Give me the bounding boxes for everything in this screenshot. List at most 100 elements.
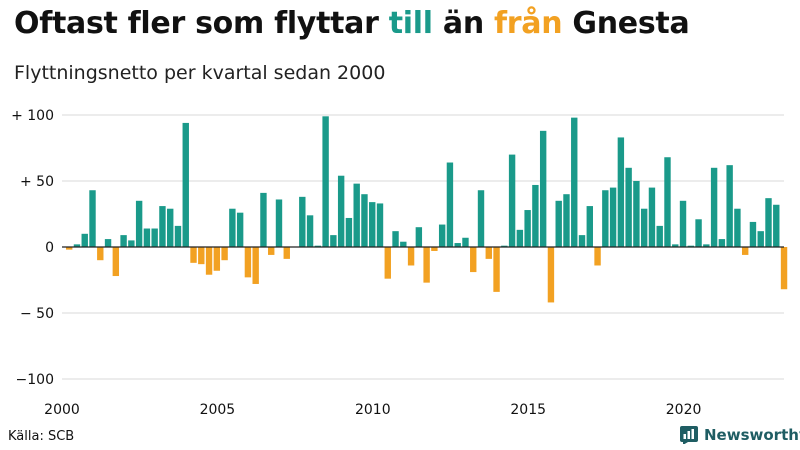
bar — [415, 227, 423, 247]
bar — [330, 235, 337, 247]
bar — [656, 225, 663, 247]
bar — [718, 239, 726, 247]
bar — [749, 221, 757, 247]
title-part-1: Oftast fler som flyttar — [14, 6, 389, 41]
source-note: Källa: SCB — [8, 429, 75, 444]
y-tick-label: + 50 — [20, 174, 54, 190]
bar — [345, 217, 353, 247]
bar — [97, 247, 104, 261]
bar — [741, 247, 749, 255]
x-tick-label: 2015 — [510, 402, 546, 418]
bar — [314, 245, 322, 247]
bar — [563, 194, 570, 247]
bar — [322, 116, 329, 247]
bar — [524, 210, 531, 247]
bar — [679, 200, 687, 247]
bar — [508, 154, 516, 247]
bar — [757, 231, 764, 247]
bar — [609, 187, 617, 247]
bar — [578, 235, 586, 247]
bar — [773, 204, 780, 247]
bar — [73, 244, 81, 247]
bar — [516, 229, 524, 247]
bar — [438, 224, 446, 247]
x-axis-ticks: 2000 2005 2010 2015 2020 — [44, 402, 701, 418]
y-tick-label: 0 — [45, 240, 54, 256]
y-tick-label: − 50 — [20, 306, 54, 322]
brand-logo[interactable]: Newsworthy — [680, 426, 800, 444]
bar — [640, 208, 648, 247]
bar — [369, 202, 376, 247]
bar — [135, 200, 143, 247]
x-tick-label: 2005 — [200, 402, 236, 418]
bar — [174, 225, 182, 247]
bar — [625, 167, 632, 247]
bar — [407, 247, 415, 266]
bar — [703, 244, 710, 247]
bar — [229, 208, 236, 247]
bar — [306, 215, 314, 247]
bar — [462, 237, 469, 247]
bar — [726, 165, 733, 247]
bar — [89, 190, 96, 247]
bar — [470, 247, 477, 273]
bar-chart: + 100 + 50 0 − 50 −100 2000 2005 2010 2015 2020 — [11, 108, 788, 418]
bar — [547, 247, 555, 303]
bar — [710, 167, 718, 247]
bar — [268, 247, 275, 255]
bar — [205, 247, 213, 275]
bar — [765, 198, 772, 247]
bar — [672, 244, 679, 247]
bar — [501, 245, 508, 247]
newsworthy-logo-icon — [680, 426, 698, 444]
bar — [66, 247, 73, 250]
bar — [151, 228, 158, 247]
bar — [221, 247, 228, 261]
bar — [539, 130, 547, 247]
bar — [664, 157, 671, 247]
chart-subtitle: Flyttningsnetto per kvartal sedan 2000 — [14, 62, 386, 84]
title-highlight-till: till — [388, 6, 433, 41]
bar — [198, 247, 205, 265]
bar — [446, 162, 454, 247]
bar — [167, 208, 174, 247]
bar — [159, 206, 166, 247]
bar — [594, 247, 601, 266]
bar — [532, 184, 539, 247]
y-tick-label: −100 — [16, 372, 54, 388]
bar — [454, 243, 461, 247]
bar — [128, 240, 135, 247]
bar — [299, 196, 306, 247]
bar — [143, 228, 151, 247]
bar — [236, 212, 244, 247]
title-part-2: än — [432, 6, 495, 41]
x-tick-label: 2010 — [355, 402, 391, 418]
bar — [477, 190, 485, 247]
bar — [112, 247, 120, 277]
bar — [361, 194, 368, 247]
bar — [571, 117, 578, 247]
page-title: Oftast fler som flyttar till än från Gne… — [14, 6, 690, 41]
bar — [392, 231, 399, 247]
x-tick-label: 2020 — [666, 402, 702, 418]
title-part-3: Gnesta — [562, 6, 690, 41]
bar — [81, 233, 88, 247]
bar — [617, 137, 625, 247]
bar — [384, 247, 391, 279]
bar — [687, 245, 694, 247]
bar — [104, 239, 112, 247]
bar — [376, 203, 384, 247]
bar — [400, 241, 407, 247]
grid-lines — [62, 114, 784, 380]
bar — [190, 247, 197, 263]
bar — [213, 247, 221, 271]
bar — [493, 247, 500, 292]
bar — [431, 247, 438, 251]
bar — [252, 247, 259, 284]
x-tick-label: 2000 — [44, 402, 80, 418]
bar — [633, 181, 640, 247]
bar — [283, 247, 290, 259]
bar — [555, 200, 562, 247]
bar — [423, 247, 430, 283]
bar — [586, 206, 593, 247]
